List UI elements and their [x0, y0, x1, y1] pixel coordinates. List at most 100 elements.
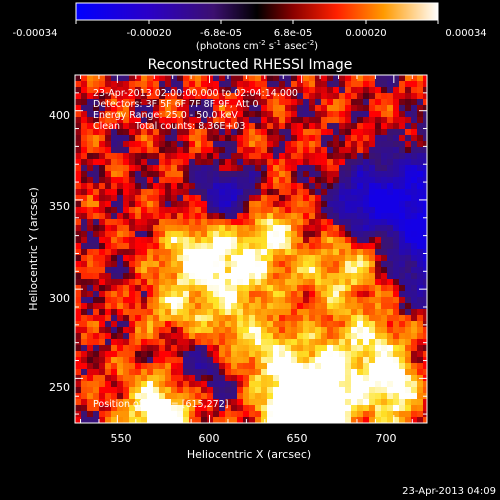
image-pixel [339, 75, 345, 81]
image-pixel [213, 153, 219, 159]
image-pixel [303, 375, 309, 381]
image-pixel [399, 345, 405, 351]
image-pixel [357, 315, 363, 321]
image-pixel [75, 93, 81, 99]
image-pixel [249, 135, 255, 141]
image-pixel [231, 333, 237, 339]
image-pixel [141, 195, 147, 201]
image-pixel [327, 81, 333, 87]
image-pixel [339, 243, 345, 249]
image-pixel [183, 393, 189, 399]
image-pixel [381, 303, 387, 309]
image-pixel [363, 315, 369, 321]
image-pixel [147, 147, 153, 153]
image-pixel [255, 351, 261, 357]
image-pixel [225, 387, 231, 393]
image-pixel [321, 129, 327, 135]
image-pixel [195, 135, 201, 141]
image-pixel [345, 321, 351, 327]
image-pixel [93, 117, 99, 123]
image-pixel [351, 297, 357, 303]
image-pixel [237, 327, 243, 333]
image-pixel [201, 369, 207, 375]
image-pixel [75, 147, 81, 153]
image-pixel [423, 387, 427, 393]
image-pixel [99, 369, 105, 375]
image-pixel [231, 189, 237, 195]
image-pixel [237, 339, 243, 345]
image-pixel [261, 405, 267, 411]
image-pixel [159, 207, 165, 213]
image-pixel [153, 297, 159, 303]
image-pixel [135, 363, 141, 369]
image-pixel [171, 327, 177, 333]
image-pixel [153, 75, 159, 81]
image-pixel [177, 183, 183, 189]
image-pixel [93, 405, 99, 411]
image-pixel [345, 141, 351, 147]
image-pixel [117, 333, 123, 339]
image-pixel [147, 297, 153, 303]
image-pixel [351, 285, 357, 291]
image-pixel [141, 333, 147, 339]
image-pixel [261, 309, 267, 315]
image-pixel [237, 279, 243, 285]
image-pixel [249, 327, 255, 333]
image-pixel [315, 183, 321, 189]
image-pixel [117, 189, 123, 195]
image-pixel [117, 351, 123, 357]
image-pixel [387, 105, 393, 111]
image-pixel [105, 285, 111, 291]
image-pixel [321, 111, 327, 117]
image-pixel [129, 297, 135, 303]
image-pixel [375, 123, 381, 129]
image-pixel [279, 189, 285, 195]
image-pixel [369, 141, 375, 147]
image-pixel [141, 417, 147, 423]
image-pixel [423, 183, 427, 189]
image-pixel [243, 183, 249, 189]
image-pixel [327, 411, 333, 417]
image-pixel [381, 81, 387, 87]
image-pixel [177, 213, 183, 219]
image-pixel [219, 237, 225, 243]
image-pixel [309, 297, 315, 303]
image-pixel [81, 195, 87, 201]
image-pixel [261, 111, 267, 117]
image-pixel [87, 141, 93, 147]
image-pixel [285, 327, 291, 333]
image-pixel [249, 285, 255, 291]
image-pixel [93, 249, 99, 255]
image-pixel [195, 357, 201, 363]
image-pixel [381, 213, 387, 219]
image-pixel [237, 309, 243, 315]
image-pixel [315, 117, 321, 123]
image-pixel [375, 321, 381, 327]
image-pixel [183, 381, 189, 387]
image-pixel [99, 165, 105, 171]
image-pixel [351, 105, 357, 111]
image-pixel [381, 315, 387, 321]
image-pixel [81, 339, 87, 345]
image-pixel [285, 345, 291, 351]
image-pixel [417, 135, 423, 141]
image-pixel [411, 165, 417, 171]
image-pixel [339, 267, 345, 273]
image-pixel [93, 189, 99, 195]
image-pixel [303, 165, 309, 171]
image-pixel [75, 159, 81, 165]
image-pixel [255, 327, 261, 333]
image-pixel [201, 351, 207, 357]
image-pixel [111, 231, 117, 237]
image-pixel [369, 363, 375, 369]
image-pixel [405, 393, 411, 399]
image-pixel [363, 123, 369, 129]
image-pixel [159, 333, 165, 339]
image-pixel [357, 237, 363, 243]
image-pixel [165, 171, 171, 177]
image-pixel [219, 369, 225, 375]
image-pixel [249, 291, 255, 297]
image-pixel [111, 249, 117, 255]
image-pixel [309, 135, 315, 141]
image-pixel [405, 117, 411, 123]
